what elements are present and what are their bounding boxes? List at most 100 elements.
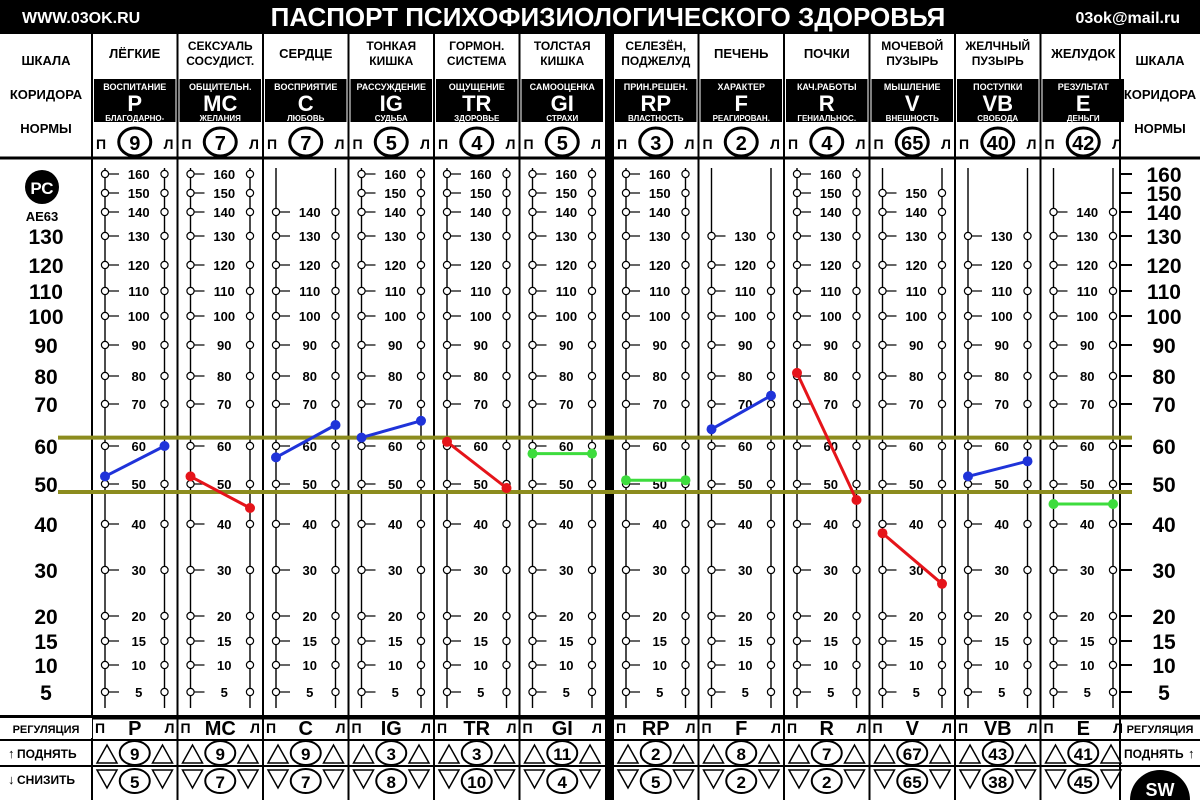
raise-triangle [1044, 743, 1067, 764]
tick-circle [160, 399, 169, 409]
p-marker: П [438, 136, 448, 152]
tick-circle [160, 611, 169, 621]
tick-label: 70 [1080, 397, 1094, 412]
tick-label: 15 [995, 634, 1009, 649]
tick-label: 40 [217, 517, 231, 532]
tick-label: 20 [474, 609, 488, 624]
side-tick-label: 150 [1146, 183, 1181, 206]
raise-triangle [181, 743, 204, 764]
series-p [100, 441, 170, 482]
tick-circle [528, 169, 537, 179]
tick-label: 80 [217, 369, 231, 384]
tick-circle [937, 441, 947, 451]
series-point-left [877, 528, 888, 539]
tick-circle [528, 399, 537, 409]
raise-value: 3 [472, 745, 481, 764]
raise-triangle [843, 743, 866, 764]
raise-ring [375, 740, 408, 766]
tick-circle [1108, 687, 1118, 697]
organ-label: ЛЁГКИЕ [109, 46, 160, 61]
tick-circle [245, 188, 255, 198]
tick-label: 90 [824, 338, 838, 353]
tick-circle [1049, 519, 1058, 529]
tick-circle [416, 207, 426, 217]
tick-circle [621, 188, 631, 198]
tick-label: 130 [991, 229, 1013, 244]
tick-circle [357, 188, 366, 198]
tick-label: 50 [995, 477, 1009, 492]
tick-circle [331, 371, 340, 381]
tick-circle [442, 340, 452, 350]
series-line [795, 372, 858, 501]
raise-value: 8 [737, 745, 746, 764]
tick-label: 5 [563, 685, 570, 700]
tick-label: 40 [303, 517, 317, 532]
tick-circle [878, 231, 887, 241]
lower-triangle [181, 769, 204, 790]
side-tick-label: 120 [28, 255, 63, 278]
tick-circle [707, 260, 716, 270]
tick-circle [271, 441, 281, 451]
tick-circle [766, 687, 776, 697]
series-line [446, 440, 508, 490]
tick-label: 5 [1084, 685, 1091, 700]
tick-circle [442, 519, 452, 529]
tick-circle [587, 519, 597, 529]
tick-circle [160, 231, 169, 241]
tick-circle [502, 565, 511, 575]
tick-circle [245, 636, 255, 646]
tick-circle [331, 636, 340, 646]
tick-label: 130 [213, 229, 235, 244]
p-marker: П [959, 136, 969, 152]
tick-label: 30 [388, 563, 402, 578]
organ-label: ПОДЖЕЛУД [621, 54, 690, 68]
tick-label: 5 [913, 685, 920, 700]
score-ring [638, 126, 674, 158]
trait-label: ХАРАКТЕР [718, 82, 765, 92]
tick-circle [1108, 441, 1118, 451]
tick-circle [528, 687, 537, 697]
tick-circle [792, 519, 802, 529]
tick-circle [852, 286, 861, 296]
series-point-right [851, 495, 862, 505]
tick-circle [416, 519, 426, 529]
brand-label: SW [1146, 780, 1175, 800]
score-value: 7 [300, 133, 311, 155]
tick-circle [245, 311, 255, 321]
tick-circle [621, 441, 631, 451]
l-marker: Л [591, 136, 601, 152]
tick-label: 30 [653, 563, 667, 578]
raise-ring [289, 740, 322, 766]
tick-circle [681, 687, 690, 697]
tick-circle [331, 260, 340, 270]
lower-triangle [1044, 769, 1067, 790]
tick-label: 40 [559, 517, 573, 532]
side-tick-label: 80 [34, 366, 57, 389]
meridian-code: TR [462, 91, 491, 116]
tick-circle [357, 286, 366, 296]
tick-circle [878, 260, 887, 270]
code-band [436, 79, 518, 122]
tick-circle [1049, 441, 1058, 451]
raise-ring [896, 740, 929, 766]
tick-circle [271, 207, 281, 217]
raise-triangle [787, 743, 811, 764]
tick-label: 20 [995, 609, 1009, 624]
tick-label: 5 [221, 685, 228, 700]
tick-label: 140 [649, 205, 671, 220]
tick-circle [502, 611, 511, 621]
tick-circle [792, 207, 802, 217]
tick-label: 40 [474, 517, 488, 532]
tick-circle [528, 519, 537, 529]
tick-circle [792, 311, 802, 321]
lower-triangle [407, 769, 431, 790]
tick-circle [937, 611, 947, 621]
raise-label: ПОДНЯТЬ [17, 747, 77, 761]
tick-circle [963, 687, 973, 697]
tick-circle [416, 311, 426, 321]
norm-label: НОРМЫ [20, 121, 72, 136]
tick-circle [357, 207, 366, 217]
meridian-code: RP [640, 91, 671, 116]
